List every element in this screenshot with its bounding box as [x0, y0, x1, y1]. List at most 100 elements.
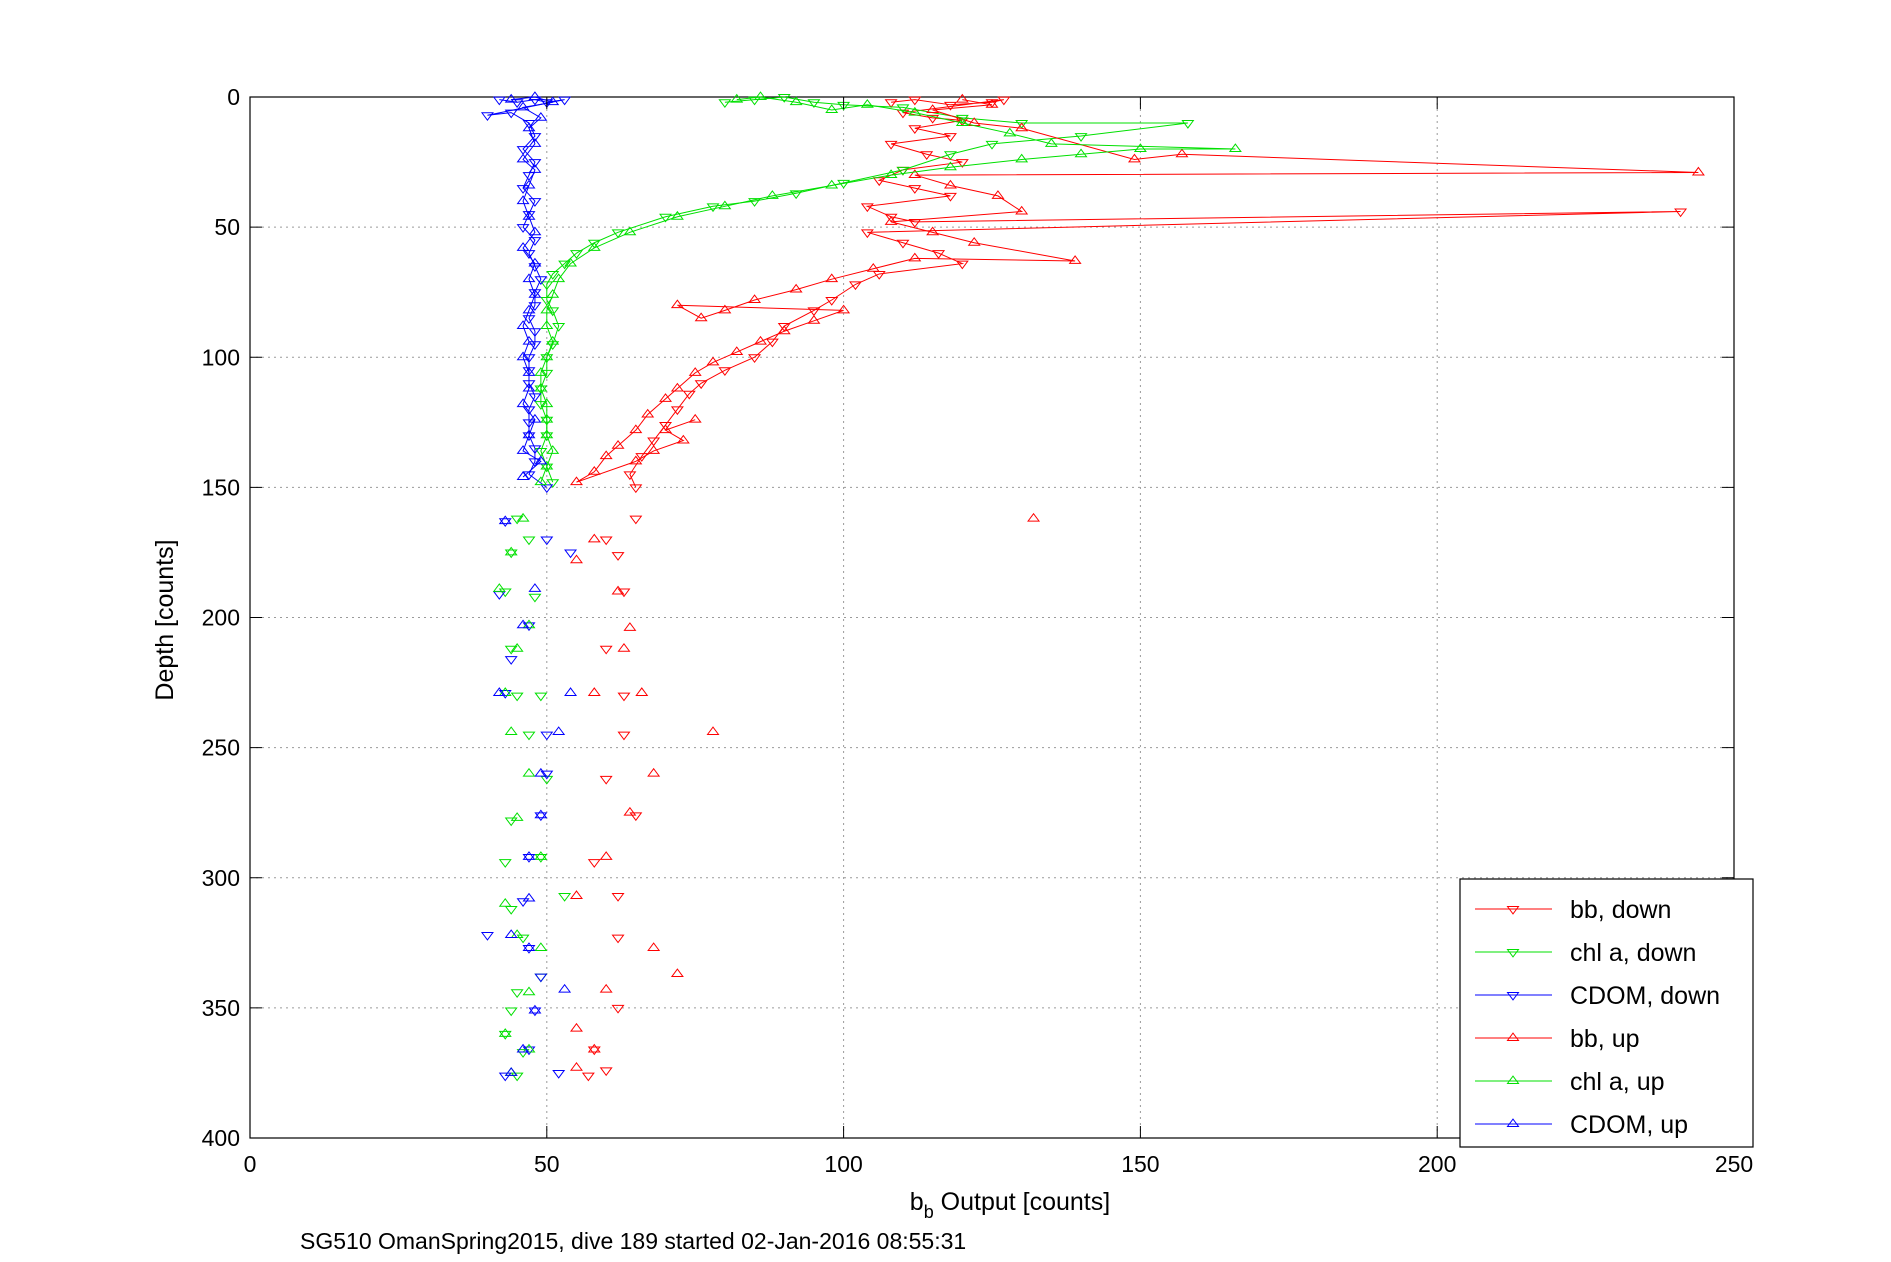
legend-label-0: bb, down [1570, 896, 1671, 924]
data-point-1-36 [546, 479, 560, 488]
data-point-4-33 [546, 445, 560, 454]
data-point-0-39 [623, 471, 637, 481]
y-tick-label-6: 300 [202, 865, 240, 891]
data-point-1-43 [510, 692, 524, 702]
data-point-3-24 [837, 304, 851, 314]
data-point-1-20 [569, 250, 583, 259]
data-point-5-6 [528, 138, 542, 147]
data-point-0-10 [884, 140, 898, 150]
data-point-0-42 [599, 536, 613, 546]
data-point-3-13 [926, 226, 940, 236]
data-point-1-7 [1015, 120, 1029, 129]
data-point-3-32 [659, 393, 673, 402]
data-point-3-44 [1027, 512, 1041, 522]
data-point-2-0 [492, 96, 506, 106]
data-point-5-28 [516, 471, 530, 480]
data-point-2-6 [504, 109, 518, 119]
data-point-4-40 [510, 642, 524, 652]
data-point-4-27 [540, 351, 554, 361]
data-point-0-31 [748, 354, 762, 364]
y-tick-label-1: 50 [214, 214, 240, 240]
data-point-3-45 [587, 533, 601, 543]
data-point-1-49 [498, 859, 512, 868]
data-point-3-5 [1127, 153, 1141, 163]
data-point-4-23 [546, 288, 560, 298]
series-5 [492, 91, 578, 1076]
data-point-1-42 [504, 645, 518, 655]
data-point-3-61 [587, 1043, 601, 1053]
data-point-4-13 [943, 161, 957, 171]
data-point-4-28 [534, 367, 548, 376]
data-point-2-54 [498, 1072, 512, 1082]
data-point-3-11 [1015, 205, 1029, 215]
x-axis-label-subscript: b [924, 1202, 934, 1222]
data-point-5-2 [546, 96, 560, 106]
data-point-0-28 [807, 307, 821, 317]
data-point-1-1 [748, 96, 762, 106]
data-point-4-4 [860, 99, 874, 108]
data-point-3-34 [629, 424, 643, 434]
data-point-3-25 [807, 315, 821, 324]
data-point-4-43 [522, 767, 536, 777]
legend-label-2: CDOM, down [1570, 982, 1720, 1010]
y-tick-label-0: 0 [227, 84, 240, 110]
footer-caption: SG510 OmanSpring2015, dive 189 started 0… [300, 1228, 966, 1254]
data-point-2-1 [510, 99, 524, 108]
data-point-1-39 [504, 549, 518, 559]
data-point-0-49 [629, 812, 643, 822]
data-point-5-23 [516, 398, 530, 408]
data-point-0-8 [908, 125, 922, 135]
data-point-2-36 [498, 518, 512, 527]
data-point-4-29 [534, 382, 548, 392]
data-point-4-2 [789, 96, 803, 106]
data-point-3-4 [1015, 122, 1029, 132]
data-point-2-38 [564, 549, 578, 559]
data-point-5-32 [492, 687, 506, 696]
data-point-3-33 [641, 408, 655, 418]
data-point-2-21 [528, 302, 542, 311]
data-point-2-51 [528, 1007, 542, 1017]
data-point-3-21 [718, 304, 732, 314]
data-point-0-6 [926, 114, 940, 124]
data-point-3-23 [670, 299, 684, 309]
data-point-1-56 [498, 1030, 512, 1040]
data-point-5-9 [522, 179, 536, 189]
data-point-1-10 [985, 140, 999, 150]
data-point-1-48 [534, 853, 548, 863]
data-point-5-13 [516, 242, 530, 251]
data-point-1-44 [534, 692, 548, 702]
data-point-4-20 [587, 242, 601, 251]
data-point-3-56 [569, 890, 583, 899]
data-point-3-12 [884, 216, 898, 225]
data-point-5-4 [534, 112, 548, 121]
data-point-3-40 [647, 445, 661, 454]
data-point-5-41 [558, 983, 572, 993]
data-point-4-9 [1228, 143, 1242, 153]
data-point-5-10 [516, 195, 530, 205]
data-point-2-30 [522, 419, 536, 429]
data-point-4-5 [908, 106, 922, 116]
data-point-4-17 [718, 200, 732, 210]
data-point-0-54 [587, 1046, 601, 1056]
data-point-0-48 [599, 775, 613, 785]
data-point-0-19 [908, 218, 922, 228]
data-point-2-28 [528, 393, 542, 403]
data-point-0-4 [997, 96, 1011, 106]
data-point-3-28 [730, 346, 744, 356]
legend-label-5: CDOM, up [1570, 1111, 1688, 1139]
data-point-4-8 [1044, 138, 1058, 147]
data-point-3-14 [967, 236, 981, 246]
data-point-1-5 [896, 104, 910, 114]
legend-marker-3 [1506, 1032, 1520, 1041]
x-tick-label-4: 200 [1418, 1151, 1456, 1177]
data-point-3-0 [955, 93, 969, 103]
data-point-2-16 [528, 237, 542, 246]
data-point-0-17 [860, 203, 874, 213]
data-point-5-17 [522, 304, 536, 314]
data-point-1-37 [510, 515, 524, 525]
data-point-5-43 [516, 1043, 530, 1053]
data-point-0-23 [932, 250, 946, 259]
x-axis-label-main: b [910, 1188, 924, 1216]
data-point-5-21 [522, 367, 536, 376]
data-point-1-28 [540, 354, 554, 364]
